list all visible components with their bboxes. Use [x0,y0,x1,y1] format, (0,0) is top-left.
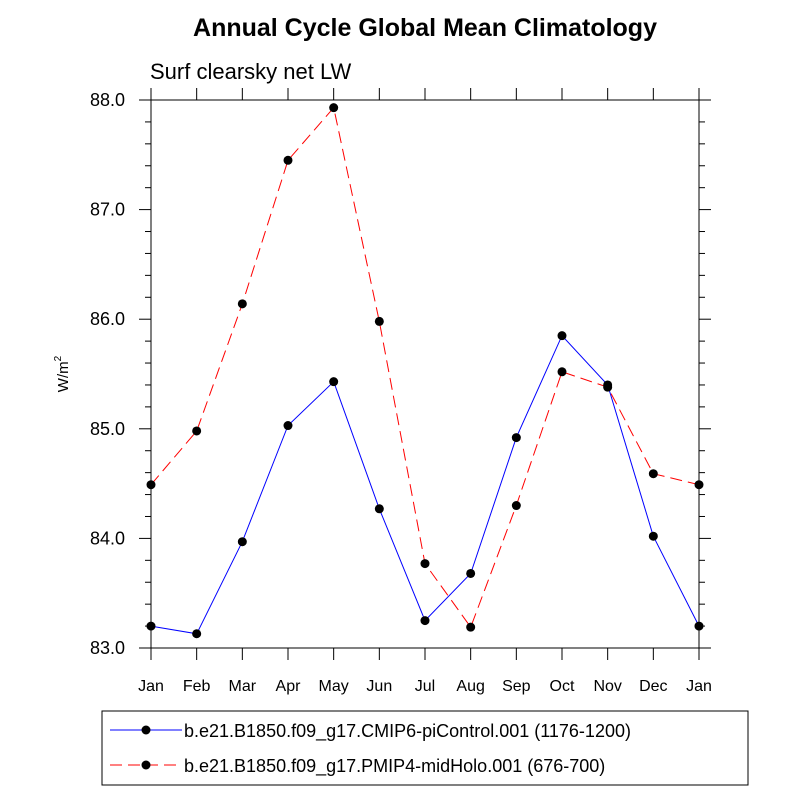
data-point-0 [557,331,567,341]
data-point-0 [511,433,521,443]
y-tick-label: 83.0 [90,638,125,658]
data-point-1 [192,426,202,436]
x-tick-label: May [319,678,349,695]
data-point-1 [329,103,339,113]
data-point-0 [283,421,293,431]
y-axis-label-base: W/m [55,361,72,392]
y-axis-label: W/m2 [53,355,72,392]
series-line-0 [150,334,700,635]
data-point-1 [237,299,247,309]
data-point-0 [420,616,430,626]
y-tick-label: 87.0 [90,200,125,220]
x-tick-labels: Jan Feb Mar Apr May Jun Jul Aug Sep Oct Nov Dec Jan [138,678,712,695]
series-points [146,103,704,639]
series-lines [150,106,700,635]
x-tick-label: Jun [366,678,392,695]
chart-subtitle: Surf clearsky net LW [150,59,352,84]
x-tick-label: Dec [639,678,667,695]
y-tick-labels: 83.0 84.0 85.0 86.0 87.0 88.0 [90,90,125,658]
data-point-0 [694,621,704,631]
svg-text:W/m2: W/m2 [53,355,72,392]
data-point-1 [283,155,293,165]
data-point-1 [466,622,476,632]
data-point-0 [192,629,202,639]
data-point-0 [146,621,156,631]
data-point-1 [420,559,430,569]
legend-label-1: b.e21.B1850.f09_g17.PMIP4-midHolo.001 (6… [184,756,605,777]
data-point-1 [648,469,658,479]
legend: b.e21.B1850.f09_g17.CMIP6-piControl.001 … [110,721,631,777]
y-tick-label: 86.0 [90,309,125,329]
x-tick-label: Jul [415,678,435,695]
x-tick-label: Apr [276,678,302,695]
y-axis-label-sup: 2 [53,355,64,361]
x-tick-label: Jan [138,678,164,695]
legend-marker-0 [141,725,151,735]
data-point-0 [374,504,384,514]
chart-title: Annual Cycle Global Mean Climatology [193,14,657,42]
data-point-1 [557,367,567,377]
x-tick-label: Nov [593,678,621,695]
data-point-1 [146,480,156,490]
data-point-0 [648,531,658,541]
y-tick-label: 85.0 [90,419,125,439]
x-tick-label: Mar [229,678,257,695]
legend-marker-1 [141,760,151,770]
legend-label-0: b.e21.B1850.f09_g17.CMIP6-piControl.001 … [184,721,631,742]
x-tick-label: Oct [550,678,575,695]
y-tick-label: 88.0 [90,90,125,110]
x-tick-label: Aug [456,678,484,695]
x-tick-label: Sep [502,678,531,695]
data-point-1 [694,480,704,490]
x-tick-label: Jan [686,678,712,695]
data-point-0 [466,568,476,578]
series-line-1 [150,106,700,629]
legend-box [101,710,749,786]
x-tick-label: Feb [183,678,211,695]
data-point-0 [237,537,247,547]
y-tick-label: 84.0 [90,528,125,548]
data-point-1 [511,501,521,511]
axis-ticks [139,88,711,660]
data-point-1 [603,382,613,392]
data-point-0 [329,377,339,387]
data-point-1 [374,316,384,326]
